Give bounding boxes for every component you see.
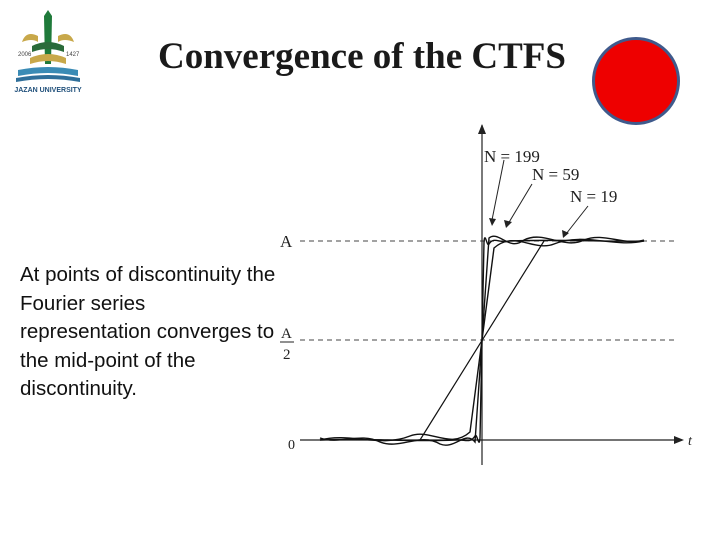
logo-caption: JAZAN UNIVERSITY xyxy=(14,87,82,94)
x-axis-arrow xyxy=(674,436,684,444)
curve-label-n59: N = 59 xyxy=(532,165,579,184)
slide-title: Convergence of the CTFS xyxy=(158,36,566,77)
x-axis-label: t xyxy=(688,434,693,449)
level-half-numerator: A xyxy=(281,326,292,342)
record-button[interactable] xyxy=(592,37,680,125)
logo-left-year: 2006 xyxy=(18,52,32,58)
fourier-convergence-diagram: N = 199 N = 59 N = 19 A A 2 0 t xyxy=(280,124,693,465)
pointer-n199 xyxy=(491,159,505,221)
pointer-n59 xyxy=(507,183,533,225)
level-zero-label: 0 xyxy=(288,438,295,453)
curve-label-n199: N = 199 xyxy=(484,147,540,166)
jazan-university-logo: 2006 1427 JAZAN UNIVERSITY xyxy=(8,6,88,98)
logo-right-year: 1427 xyxy=(66,52,80,58)
curve-label-n19: N = 19 xyxy=(570,187,617,206)
y-axis-arrow xyxy=(478,124,486,134)
pointer-n199-head xyxy=(489,218,496,226)
curve-ramp xyxy=(419,240,545,441)
pointer-n59-head xyxy=(504,220,512,228)
level-a-label: A xyxy=(280,232,293,251)
level-half-denominator: 2 xyxy=(283,347,291,363)
pointer-n19 xyxy=(565,205,589,235)
body-text: At points of discontinuity the Fourier s… xyxy=(20,263,276,400)
pointer-n19-head xyxy=(562,230,569,238)
